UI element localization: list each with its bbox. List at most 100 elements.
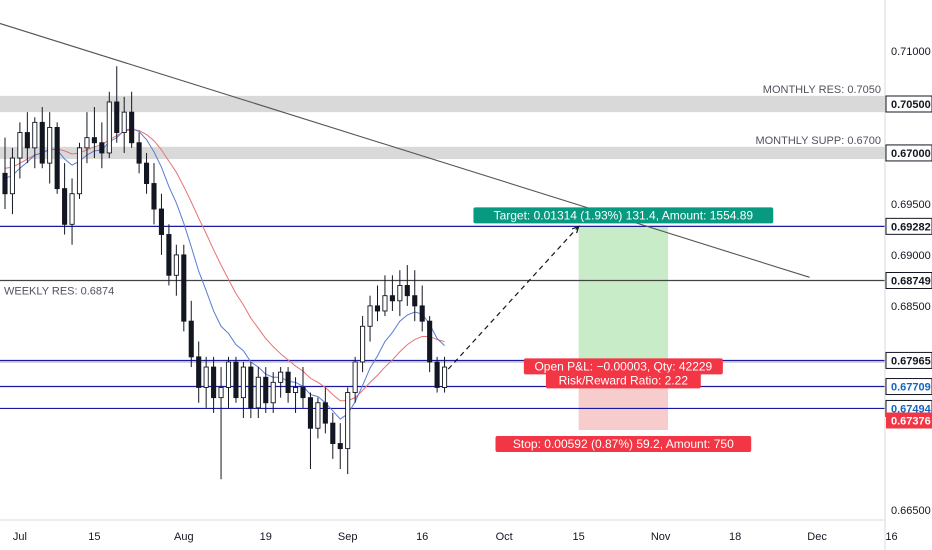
candle-body [69,193,75,225]
candle-body [188,320,194,358]
candle-body [136,142,142,164]
candle-body [181,254,187,322]
candle-body [129,111,135,144]
candle-body [322,402,328,424]
stop-label [495,436,752,453]
candle-body [345,392,351,450]
candle-body [233,361,239,399]
candle-body [293,387,299,393]
level-price-tag [885,378,932,396]
candle-body [248,366,254,409]
time-tick-label: 16 [885,531,897,543]
candle-body [203,366,209,388]
price-tick-label: 0.71000 [891,46,931,58]
candle-body [255,376,261,409]
weekly-res-annotation: WEEKLY RES: 0.6874 [4,285,114,297]
time-tick-label: Nov [651,531,671,543]
annotations-layer: Target: 0.01314 (1.93%) 131.4, Amount: 1… [4,84,881,453]
time-tick-label: 16 [416,531,428,543]
candle-body [360,325,366,363]
level-price-tag [885,271,932,289]
candle-body [39,121,45,164]
price-axis[interactable]: 0.710000.700000.695000.690000.685000.665… [884,0,932,550]
candle-body [76,147,83,195]
candle-body [114,101,120,133]
stop-price-tag-text: 0.67376 [891,415,931,427]
candle-body [47,127,53,164]
candle-body [382,295,388,312]
position-layer [578,226,669,431]
candle-body [173,254,179,276]
candle-body [300,387,306,399]
zone-price-tag-text: 0.67000 [891,148,931,160]
pnl-label-text: Open P&L: −0.00003, Qty: 42229 [534,359,712,373]
candle-body [2,172,8,195]
time-tick-label: 19 [260,531,272,543]
trendline[interactable] [0,20,810,278]
candle-body [54,127,60,190]
candle-body [24,132,30,149]
time-tick-label: Sep [338,531,358,543]
candle-body [196,356,202,388]
candle-body [106,101,112,154]
zone-price-tag [885,144,932,162]
candle-body [158,208,165,235]
candle-body [315,402,321,429]
candle-body [91,137,97,144]
candle-body [121,111,127,133]
time-tick-label: 15 [88,531,100,543]
candle-body [397,285,403,302]
candle-body [143,162,150,184]
level-price-tag-text: 0.69282 [891,221,931,233]
time-tick-label: 15 [573,531,585,543]
candle-body [270,381,276,404]
time-axis[interactable]: Jul 15 Aug 19 Sep 16 Oct 15 Nov 18 Dec 16 [0,519,898,543]
candles-layer [2,66,448,480]
time-tick-label: 18 [729,531,741,543]
time-tick-label: Aug [174,531,194,543]
zone-annotation: MONTHLY RES: 0.7050 [763,84,881,96]
candle-body [62,188,68,225]
zone-price-tag [885,95,932,113]
level-price-tag [885,351,932,369]
candle-body [166,234,172,276]
candle-body [240,366,246,399]
price-tick-label: 0.69500 [891,199,931,211]
level-price-tag [885,217,932,235]
candle-body [84,137,90,149]
price-tick-label: 0.66500 [891,505,931,517]
time-tick-label: Oct [496,531,513,543]
candle-body [285,371,291,393]
candle-body [151,183,157,210]
candle-body [442,366,448,388]
candle-body [330,422,336,444]
candle-body [374,305,381,312]
stop-price-tag [886,412,932,429]
zone-price-tag-text: 0.70500 [891,99,931,111]
target-label-text: Target: 0.01314 (1.93%) 131.4, Amount: 1… [494,208,754,222]
candle-body [337,443,343,450]
candle-body [389,295,395,302]
candle-body [419,305,425,322]
time-tick-label: Jul [13,531,27,543]
candle-body [278,371,284,383]
candle-body [211,366,217,399]
candle-body [32,121,38,149]
zone-annotation: MONTHLY SUPP: 0.6700 [755,135,881,147]
risk-reward-label [545,372,701,389]
price-tick-label: 0.69000 [891,250,931,262]
candle-body [427,320,433,363]
price-tick-label: 0.68500 [891,301,931,313]
candle-body [263,376,269,404]
candle-body [367,305,373,327]
pnl-label [523,358,723,375]
candle-body [9,157,16,195]
trendline-layer [0,20,810,278]
stop-label-text: Stop: 0.00592 (0.87%) 59.2, Amount: 750 [513,437,734,451]
candle-body [352,361,358,393]
candle-body [307,397,314,429]
time-tick-label: Dec [807,531,827,543]
level-price-tag-text: 0.68749 [891,275,931,287]
